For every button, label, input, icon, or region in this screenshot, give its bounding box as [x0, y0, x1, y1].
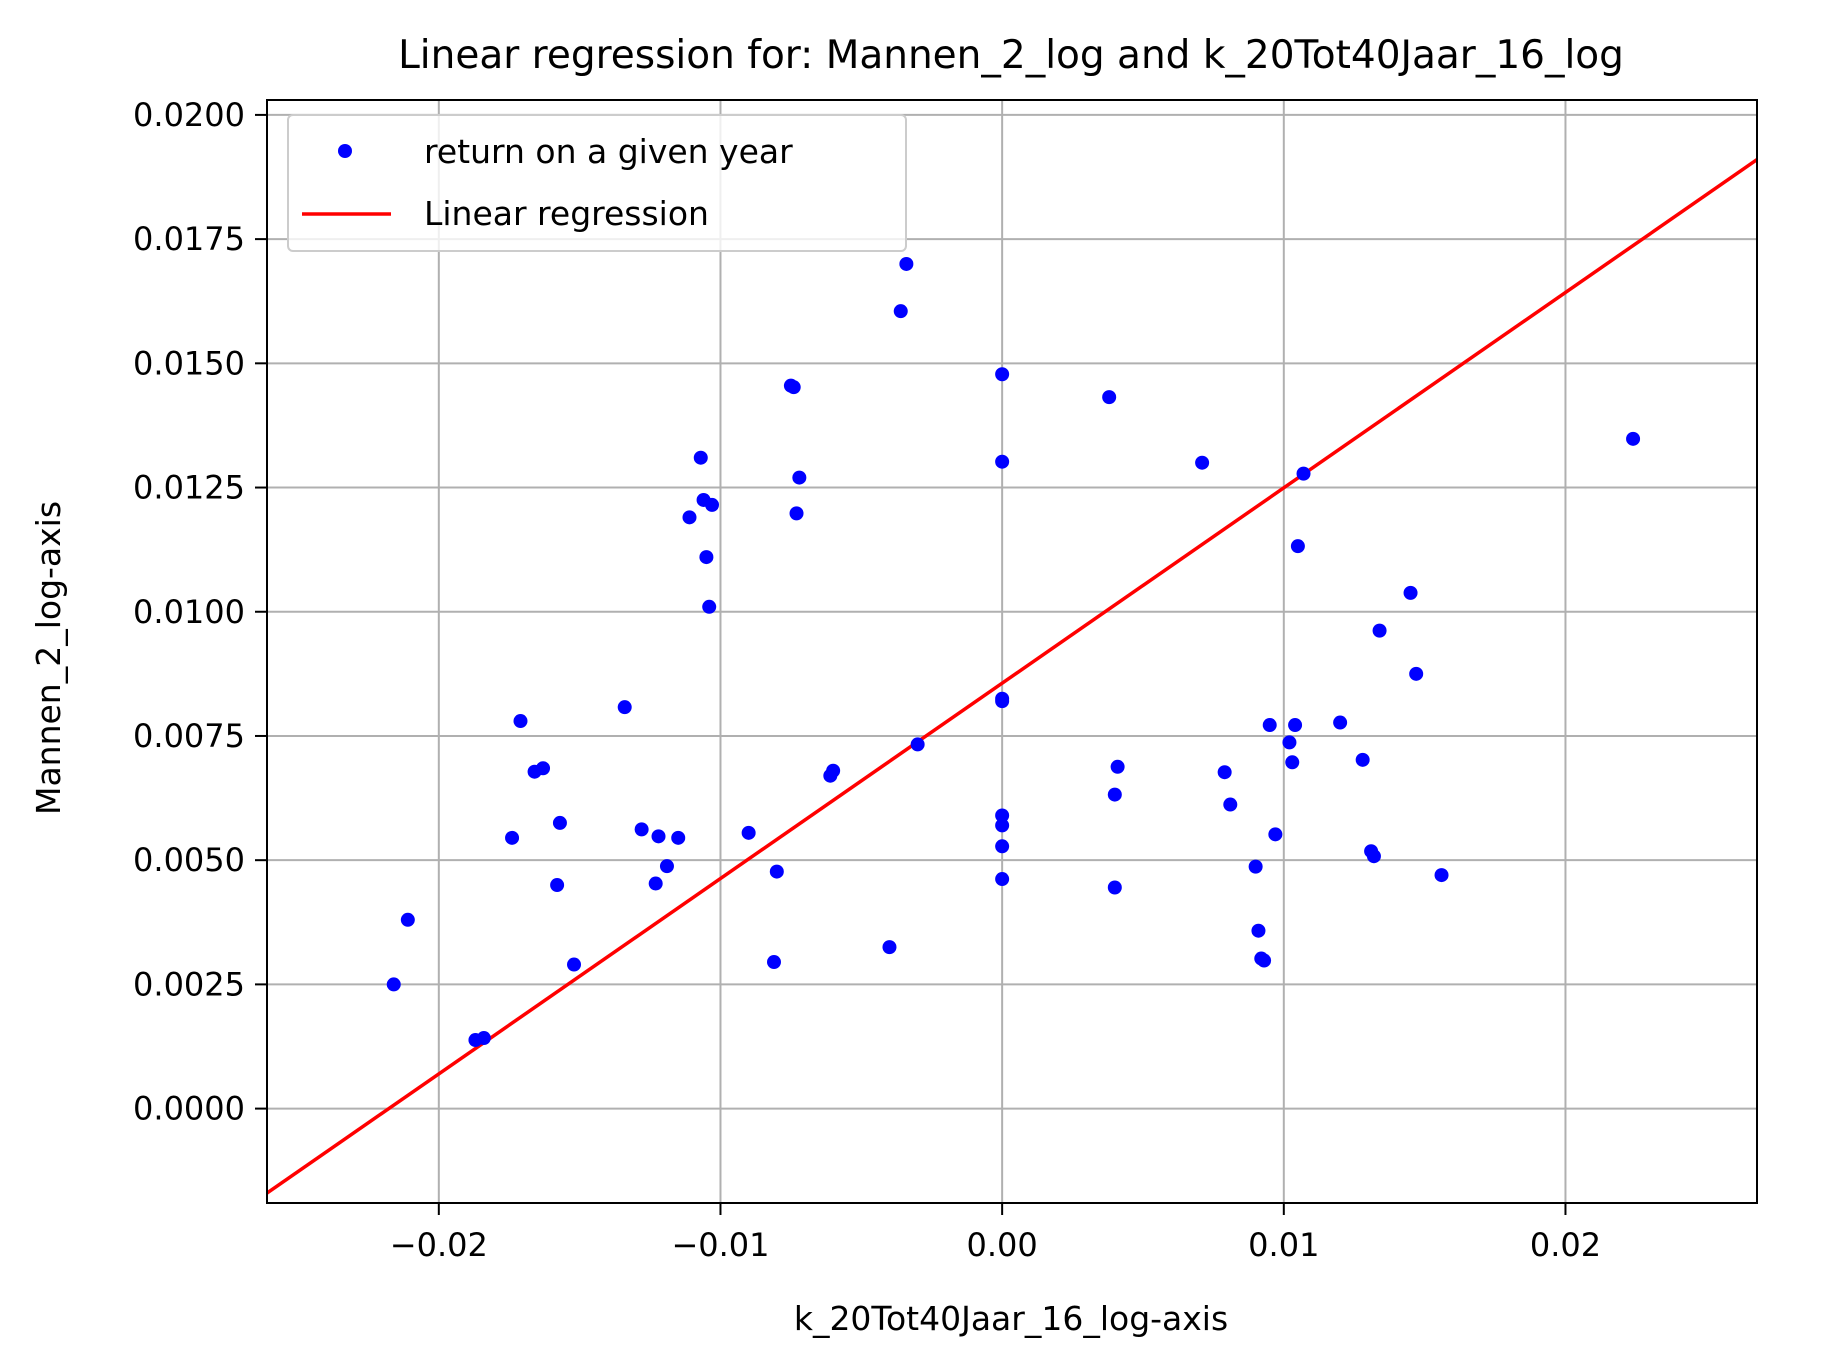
- x-axis-label: k_20Tot40Jaar_16_log-axis: [794, 1299, 1228, 1338]
- scatter-point: [1248, 859, 1263, 874]
- scatter-point: [1257, 953, 1272, 968]
- scatter-point: [1366, 849, 1381, 864]
- legend-label-points: return on a given year: [424, 132, 793, 171]
- scatter-point: [995, 454, 1010, 469]
- scatter-point: [1285, 755, 1300, 770]
- scatter-point: [634, 822, 649, 837]
- x-tick-label: 0.00: [967, 1226, 1038, 1264]
- y-axis-label: Mannen_2_log-axis: [29, 501, 68, 815]
- plot-area-frame: [266, 99, 1758, 1204]
- axis-ticks: −0.02 −0.01 0.00 0.01 0.02 0.0000 0.0025 0.0050…: [133, 96, 1601, 1264]
- scatter-point: [550, 878, 565, 893]
- scatter-point: [899, 256, 914, 271]
- scatter-point: [400, 912, 415, 927]
- y-tick-label: 0.0000: [133, 1090, 245, 1128]
- y-tick-label: 0.0125: [133, 469, 245, 507]
- y-tick-label: 0.0100: [133, 593, 245, 631]
- scatter-point: [766, 955, 781, 970]
- scatter-point: [1217, 765, 1232, 780]
- legend-marker-points: [338, 144, 352, 158]
- scatter-point: [386, 977, 401, 992]
- scatter-point: [705, 497, 720, 512]
- scatter-points: [386, 256, 1641, 1048]
- x-tick-label: −0.01: [671, 1226, 769, 1264]
- regression-line: [266, 158, 1758, 1195]
- scatter-point: [552, 815, 567, 830]
- scatter-point: [617, 700, 632, 715]
- scatter-point: [1403, 585, 1418, 600]
- scatter-point: [1434, 868, 1449, 883]
- legend-label-line: Linear regression: [424, 194, 709, 233]
- scatter-point: [1296, 466, 1311, 481]
- scatter-point: [995, 694, 1010, 709]
- scatter-point: [1223, 797, 1238, 812]
- scatter-point: [1409, 666, 1424, 681]
- scatter-point: [893, 304, 908, 319]
- scatter-point: [513, 714, 528, 729]
- scatter-point: [702, 599, 717, 614]
- scatter-point: [1262, 718, 1277, 733]
- scatter-point: [769, 864, 784, 879]
- scatter-point: [741, 825, 756, 840]
- scatter-point: [1195, 455, 1210, 470]
- scatter-point: [789, 506, 804, 521]
- scatter-point: [882, 940, 897, 955]
- scatter-point: [792, 470, 807, 485]
- scatter-point: [995, 808, 1010, 823]
- legend-box: [287, 114, 907, 252]
- x-tick-label: 0.02: [1530, 1226, 1601, 1264]
- scatter-point: [648, 876, 663, 891]
- grid-lines: [267, 100, 1757, 1203]
- scatter-point: [476, 1031, 491, 1046]
- scatter-point: [536, 761, 551, 776]
- scatter-point: [995, 367, 1010, 382]
- scatter-point: [1110, 759, 1125, 774]
- x-tick-label: 0.01: [1248, 1226, 1319, 1264]
- regression-line-layer: [266, 158, 1758, 1195]
- scatter-point: [1626, 431, 1641, 446]
- scatter-point: [682, 510, 697, 525]
- scatter-point: [505, 830, 520, 845]
- scatter-point: [1355, 752, 1370, 767]
- scatter-point: [1268, 827, 1283, 842]
- scatter-point: [1288, 718, 1303, 733]
- y-tick-label: 0.0075: [133, 717, 245, 755]
- scatter-point: [1333, 715, 1348, 730]
- y-tick-label: 0.0050: [133, 841, 245, 879]
- scatter-point: [659, 859, 674, 874]
- scatter-point: [671, 830, 686, 845]
- scatter-point: [995, 839, 1010, 854]
- scatter-point: [1102, 390, 1117, 405]
- y-tick-label: 0.0200: [133, 96, 245, 134]
- scatter-point: [1107, 787, 1122, 802]
- scatter-point: [1282, 735, 1297, 750]
- x-tick-label: −0.02: [390, 1226, 488, 1264]
- scatter-point: [1107, 880, 1122, 895]
- legend: return on a given year Linear regression: [287, 114, 907, 252]
- scatter-point: [995, 872, 1010, 887]
- scatter-point: [1290, 539, 1305, 554]
- scatter-point: [651, 829, 666, 844]
- chart-title: Linear regression for: Mannen_2_log and …: [398, 33, 1624, 78]
- y-tick-label: 0.0150: [133, 344, 245, 382]
- scatter-point: [1251, 923, 1266, 938]
- y-tick-label: 0.0025: [133, 965, 245, 1003]
- scatter-point: [693, 450, 708, 465]
- scatter-point: [567, 957, 582, 972]
- scatter-point: [1372, 623, 1387, 638]
- scatter-point: [699, 550, 714, 565]
- scatter-point: [826, 763, 841, 778]
- y-tick-label: 0.0175: [133, 220, 245, 258]
- scatter-point: [786, 380, 801, 395]
- scatter-point: [995, 818, 1010, 833]
- scatter-point: [910, 737, 925, 752]
